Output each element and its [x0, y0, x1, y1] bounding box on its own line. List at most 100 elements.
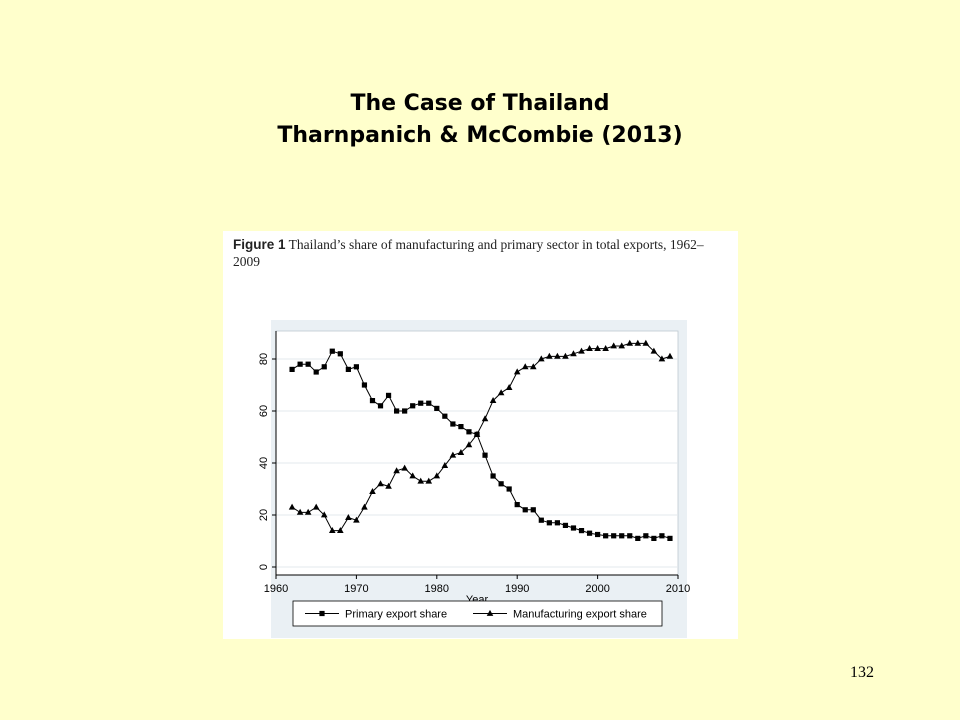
data-point-primary	[361, 382, 368, 388]
data-point-primary	[570, 525, 577, 531]
data-point-manufacturing	[328, 527, 336, 533]
slide-title-line1: The Case of Thailand	[350, 91, 610, 116]
x-tick-label: 1980	[425, 583, 449, 595]
data-point-primary	[651, 535, 657, 541]
data-point-primary	[289, 366, 295, 372]
data-point-manufacturing	[433, 472, 441, 479]
data-point-manufacturing	[401, 464, 408, 471]
data-point-primary	[667, 535, 673, 541]
data-point-manufacturing	[449, 451, 457, 458]
y-tick-label: 40	[258, 457, 270, 469]
data-point-primary	[659, 533, 665, 539]
data-point-manufacturing	[578, 347, 585, 354]
data-point-manufacturing	[417, 477, 425, 484]
data-point-manufacturing	[529, 363, 537, 370]
x-tick-label: 2000	[585, 583, 609, 595]
data-point-manufacturing	[610, 342, 617, 349]
page-number: 132	[850, 664, 874, 681]
y-tick-label: 80	[258, 353, 270, 365]
data-point-manufacturing	[546, 352, 553, 359]
data-point-primary	[619, 533, 625, 539]
data-point-primary	[627, 533, 633, 539]
data-point-primary	[458, 424, 464, 430]
data-point-primary	[603, 533, 609, 539]
data-point-primary	[506, 486, 512, 492]
data-point-primary	[514, 502, 520, 508]
data-point-manufacturing	[562, 352, 569, 359]
data-point-manufacturing	[353, 516, 360, 523]
plot-area	[275, 330, 679, 576]
data-point-primary	[498, 481, 504, 487]
data-point-primary	[635, 535, 641, 541]
data-point-manufacturing	[425, 477, 433, 484]
y-tick-label: 0	[258, 564, 270, 570]
data-point-primary	[305, 361, 311, 367]
data-point-primary	[345, 366, 351, 372]
data-point-manufacturing	[473, 430, 481, 437]
data-point-manufacturing	[361, 503, 368, 510]
data-point-manufacturing	[369, 488, 376, 494]
data-point-primary	[337, 351, 343, 357]
data-point-primary	[442, 413, 448, 419]
x-tick-label: 1970	[344, 583, 368, 595]
data-point-primary	[410, 403, 416, 409]
data-point-manufacturing	[465, 441, 473, 448]
data-point-manufacturing	[497, 389, 505, 396]
data-point-primary	[546, 520, 552, 526]
data-point-manufacturing	[288, 503, 296, 510]
data-point-manufacturing	[666, 352, 674, 359]
data-point-primary	[434, 405, 440, 411]
y-tick-label: 60	[258, 405, 270, 417]
x-tick-label: 2010	[666, 583, 690, 595]
data-point-primary	[450, 421, 456, 427]
data-point-primary	[418, 400, 424, 406]
figure-caption: Figure 1 Thailand’s share of manufacturi…	[233, 236, 728, 270]
data-point-manufacturing	[489, 397, 497, 403]
data-point-primary	[377, 403, 384, 409]
data-point-primary	[466, 429, 472, 435]
data-point-manufacturing	[393, 467, 400, 474]
data-point-manufacturing	[377, 480, 384, 487]
data-point-manufacturing	[505, 384, 513, 390]
data-point-primary	[426, 400, 432, 406]
data-point-primary	[595, 531, 601, 538]
data-point-primary	[490, 473, 496, 479]
data-point-primary	[562, 522, 569, 528]
data-point-manufacturing	[626, 339, 634, 346]
data-point-primary	[643, 533, 649, 539]
slide-title-line2: Tharnpanich & McCombie (2013)	[277, 123, 683, 148]
data-point-manufacturing	[312, 503, 320, 510]
figure-label: Figure 1	[233, 237, 286, 252]
data-point-primary	[611, 533, 617, 539]
legend-label-manufacturing: Manufacturing export share	[513, 609, 647, 621]
figure-caption-text: Thailand’s share of manufacturing and pr…	[233, 237, 704, 269]
data-point-manufacturing	[513, 368, 521, 375]
data-point-manufacturing	[618, 342, 626, 349]
data-point-primary	[385, 392, 392, 398]
legend-marker-manufacturing	[486, 609, 494, 616]
x-tick-label: 1990	[505, 583, 529, 595]
data-point-primary	[394, 408, 400, 414]
figure-panel: Figure 1 Thailand’s share of manufacturi…	[223, 231, 738, 639]
data-point-primary	[554, 520, 560, 526]
data-point-manufacturing	[594, 345, 601, 351]
data-point-primary	[353, 364, 359, 370]
data-point-manufacturing	[634, 339, 642, 346]
data-point-manufacturing	[385, 482, 392, 489]
data-point-manufacturing	[602, 345, 609, 351]
data-point-primary	[402, 408, 408, 414]
data-point-primary	[530, 507, 536, 513]
data-point-primary	[321, 364, 327, 370]
legend-label-primary: Primary export share	[345, 609, 447, 621]
data-point-primary	[369, 398, 376, 404]
data-point-manufacturing	[296, 508, 304, 515]
data-point-manufacturing	[538, 355, 545, 362]
data-point-manufacturing	[481, 415, 489, 422]
data-point-manufacturing	[409, 472, 416, 479]
data-point-manufacturing	[521, 363, 529, 370]
data-point-primary	[297, 361, 303, 367]
data-point-manufacturing	[642, 339, 650, 346]
data-point-manufacturing	[304, 508, 312, 515]
data-point-manufacturing	[586, 345, 593, 351]
